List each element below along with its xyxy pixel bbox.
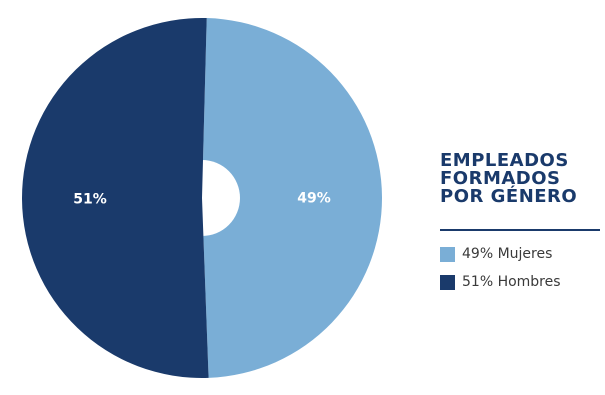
legend: 49% Mujeres 51% Hombres [440, 246, 600, 302]
chart-title-line-3: POR GÉNERO [440, 186, 578, 207]
legend-label-hombres: 51% Hombres [462, 274, 561, 290]
pie-slice-mujeres [202, 18, 383, 378]
title-divider [440, 229, 600, 231]
legend-item-mujeres: 49% Mujeres [440, 246, 600, 262]
chart-title: EMPLEADOS FORMADOS POR GÉNERO [440, 152, 600, 206]
legend-label-mujeres: 49% Mujeres [462, 246, 553, 262]
legend-item-hombres: 51% Hombres [440, 274, 600, 290]
chart-title-line-2: FORMADOS [440, 168, 561, 189]
pie-slice-hombres [22, 18, 209, 379]
chart-title-line-1: EMPLEADOS [440, 150, 569, 171]
legend-swatch-hombres [440, 274, 455, 290]
slice-label-mujeres: 49% [297, 190, 331, 206]
legend-swatch-mujeres [440, 246, 455, 262]
slice-label-hombres: 51% [73, 192, 107, 208]
